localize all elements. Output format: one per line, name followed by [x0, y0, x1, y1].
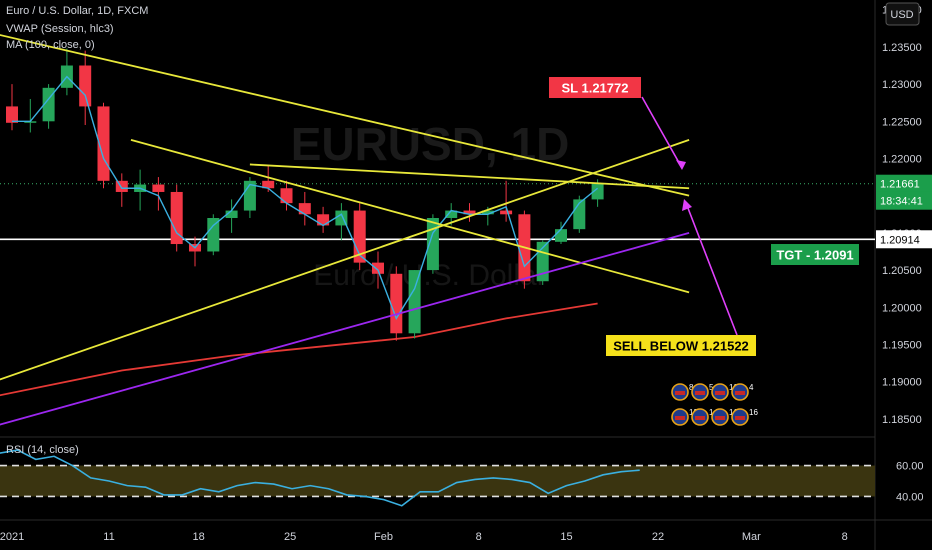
current-price-badge [876, 174, 932, 193]
candle-down[interactable] [463, 210, 476, 215]
time-tick-label: Mar [742, 531, 761, 543]
rsi-tick-label: 40.00 [896, 491, 924, 503]
trendline-mid-descending[interactable] [130, 139, 690, 294]
watermark-ticker: EURUSD, 1D [291, 118, 570, 170]
price-tick-label: 1.20000 [882, 302, 922, 314]
candle-down[interactable] [372, 262, 384, 274]
flag-stripe [675, 416, 685, 420]
vwap-legend: VWAP (Session, hlc3) [6, 23, 114, 35]
time-tick-label: 8 [842, 531, 848, 543]
symbol-title: Euro / U.S. Dollar, 1D, FXCM [6, 5, 149, 17]
flag-stripe [675, 391, 685, 395]
candle-down[interactable] [280, 188, 293, 204]
flag-stripe [695, 391, 705, 395]
time-tick-label: 18 [193, 531, 205, 543]
vwap-line [12, 75, 599, 321]
time-tick-label: 25 [284, 531, 296, 543]
candle-down[interactable] [152, 184, 165, 192]
flag-stripe [715, 416, 725, 420]
trendline-flat-resistance[interactable] [249, 163, 690, 190]
candle-up[interactable] [408, 270, 421, 334]
candle-up[interactable] [426, 218, 439, 271]
candle-up[interactable] [207, 218, 220, 252]
sell-arrow-head [682, 199, 692, 211]
time-tick-label: 11 [103, 531, 114, 543]
candle-up[interactable] [555, 229, 567, 242]
countdown-badge-text: 18:34:41 [880, 196, 923, 208]
event-count: 16 [749, 408, 758, 417]
rsi-legend: RSI (14, close) [6, 444, 79, 456]
time-tick-label: 15 [560, 531, 572, 543]
price-tick-label: 1.22500 [882, 116, 922, 128]
time-tick-label: 22 [652, 531, 664, 543]
sl-arrow [641, 96, 683, 169]
price-tick-label: 1.23500 [882, 42, 922, 54]
rsi-tick-label: 60.00 [896, 461, 924, 473]
flag-stripe [715, 391, 725, 395]
sl-arrow-head [676, 160, 686, 170]
candle-down[interactable] [115, 180, 128, 192]
rsi-line [0, 449, 640, 507]
currency-button[interactable] [885, 2, 920, 26]
level-price-badge-text: 1.20914 [880, 234, 920, 246]
sell-annotation[interactable] [606, 335, 756, 356]
ma-legend: MA (100, close, 0) [6, 39, 95, 51]
time-tick-label: Feb [374, 531, 393, 543]
trendline-rising-support[interactable] [0, 139, 690, 382]
price-tick-label: 1.19500 [882, 339, 922, 351]
price-tick-label: 1.23000 [882, 79, 922, 91]
currency-label: USD [890, 9, 913, 21]
flag-stripe [735, 391, 745, 395]
event-count: 4 [749, 383, 754, 392]
sl-annotation-text: SL 1.21772 [562, 81, 629, 96]
candle-down[interactable] [262, 180, 275, 189]
candle-up[interactable] [24, 121, 37, 123]
candle-down[interactable] [170, 191, 183, 245]
candle-down[interactable] [390, 273, 403, 334]
time-tick-label: 2021 [0, 531, 24, 543]
candle-down[interactable] [79, 65, 92, 107]
sell-annotation-text: SELL BELOW 1.21522 [613, 339, 749, 354]
ma100-line [0, 302, 598, 397]
sell-arrow [685, 202, 738, 336]
trendline-upper-resistance[interactable] [0, 34, 690, 197]
price-tick-label: 1.19000 [882, 377, 922, 389]
candle-down[interactable] [6, 106, 18, 123]
sl-annotation[interactable] [549, 77, 641, 98]
event-count: 8 [689, 383, 694, 392]
candle-up[interactable] [481, 210, 494, 215]
candle-down[interactable] [500, 210, 513, 215]
flag-stripe [695, 416, 705, 420]
price-tick-label: 1.20500 [882, 265, 922, 277]
tgt-annotation-text: TGT - 1.2091 [776, 248, 853, 263]
candle-up[interactable] [225, 210, 238, 218]
trendline-purple-support[interactable] [0, 232, 690, 426]
price-tick-label: 1.22000 [882, 153, 922, 165]
flag-stripe [735, 416, 745, 420]
candle-down[interactable] [317, 214, 330, 226]
countdown-badge [876, 191, 932, 210]
level-price-badge [876, 230, 932, 249]
candle-up[interactable] [591, 183, 604, 200]
event-count: 5 [709, 383, 714, 392]
price-tick-label: 1.18500 [882, 414, 922, 426]
current-price-badge-text: 1.21661 [880, 179, 920, 191]
candle-down[interactable] [298, 203, 311, 215]
candle-up[interactable] [445, 210, 458, 218]
tgt-annotation[interactable] [771, 244, 859, 265]
time-tick-label: 8 [476, 531, 482, 543]
